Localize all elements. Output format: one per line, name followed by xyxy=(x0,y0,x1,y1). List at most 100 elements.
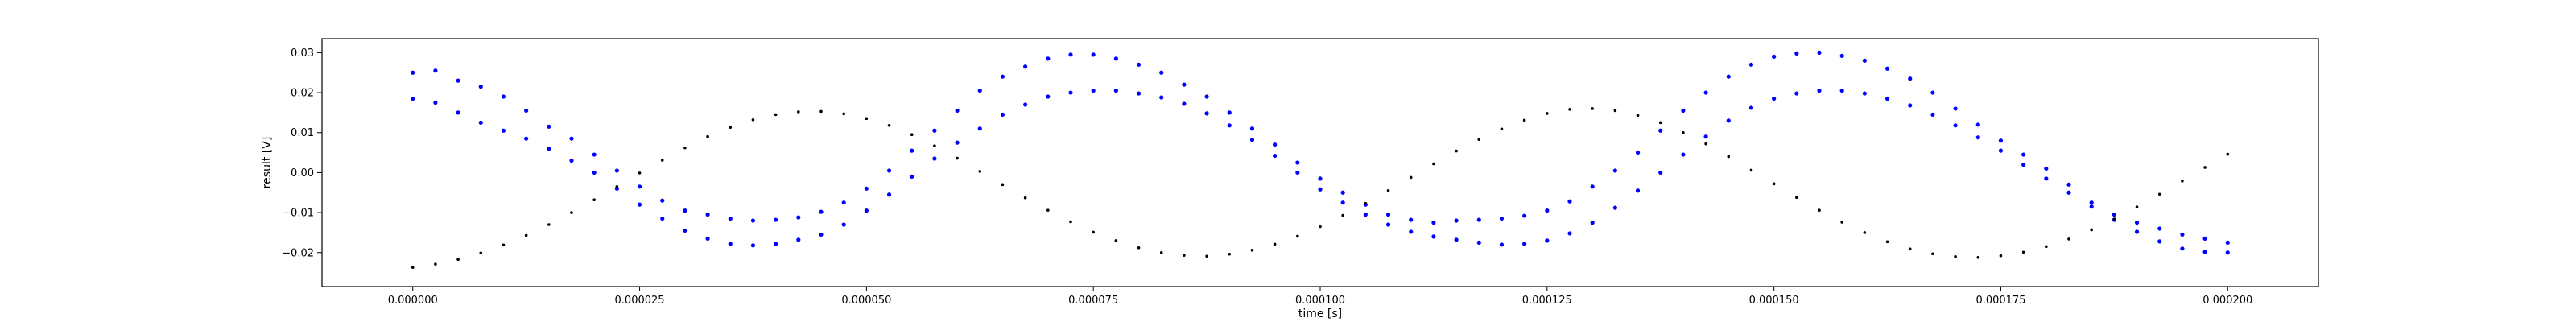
data-point xyxy=(1068,52,1073,57)
x-tick-label: 0.000175 xyxy=(1975,295,2025,307)
data-point xyxy=(1658,121,1662,125)
data-point xyxy=(1114,239,1118,242)
data-point xyxy=(705,236,710,241)
data-point xyxy=(2021,152,2026,157)
data-point xyxy=(570,211,573,214)
data-point xyxy=(2134,220,2140,225)
data-point xyxy=(887,124,891,127)
data-point xyxy=(1795,196,1798,200)
data-point xyxy=(1363,212,1368,217)
data-point xyxy=(569,158,574,163)
data-point xyxy=(1726,74,1731,79)
data-point xyxy=(1681,108,1686,114)
data-point xyxy=(2225,240,2230,245)
data-point xyxy=(2112,212,2116,217)
data-point xyxy=(2180,232,2185,237)
data-point xyxy=(1567,231,1572,236)
data-point xyxy=(1091,88,1096,93)
data-point xyxy=(819,109,823,114)
data-point xyxy=(660,198,665,203)
data-point xyxy=(1000,74,1005,79)
series-1 xyxy=(411,88,2230,255)
data-point xyxy=(1998,138,2004,143)
data-point xyxy=(1635,150,1641,155)
data-point xyxy=(1182,82,1187,87)
data-point xyxy=(864,208,869,213)
data-point xyxy=(1476,217,1481,222)
data-point xyxy=(478,120,483,125)
data-point xyxy=(796,215,801,220)
data-point xyxy=(501,128,506,133)
data-point xyxy=(524,136,529,141)
data-point xyxy=(1069,220,1072,224)
data-point xyxy=(1455,149,1458,153)
data-point xyxy=(1612,168,1617,173)
data-point xyxy=(501,94,506,99)
data-point xyxy=(1477,138,1481,141)
data-point xyxy=(1023,196,1027,200)
data-point xyxy=(1068,90,1073,95)
data-point xyxy=(977,88,982,93)
y-tick-label: 0.00 xyxy=(291,167,314,180)
data-point xyxy=(1432,162,1435,166)
data-point xyxy=(1318,187,1323,192)
data-point xyxy=(819,232,824,237)
data-point xyxy=(886,192,892,197)
data-point xyxy=(1612,205,1617,210)
data-point xyxy=(1908,247,1912,251)
data-point xyxy=(1772,96,1777,101)
plot-area xyxy=(321,38,2319,287)
y-tick-label: 0.01 xyxy=(291,127,314,139)
data-point xyxy=(1840,221,1843,224)
data-point xyxy=(728,216,733,221)
data-point xyxy=(1975,122,1980,127)
data-point xyxy=(2067,237,2070,241)
data-point xyxy=(1839,88,1844,93)
data-point xyxy=(1681,152,1686,157)
y-tick-label: −0.02 xyxy=(282,247,314,259)
data-point xyxy=(933,144,936,147)
data-point xyxy=(2089,200,2094,205)
data-point xyxy=(1930,90,1935,95)
data-point xyxy=(1772,54,1777,59)
data-point xyxy=(1748,105,1754,110)
data-point xyxy=(842,112,845,116)
data-point xyxy=(956,156,959,160)
y-tick-label: −0.01 xyxy=(282,208,314,220)
data-point xyxy=(1658,170,1663,175)
data-point xyxy=(1205,254,1208,258)
data-point xyxy=(547,147,551,151)
data-point xyxy=(1522,118,1526,122)
data-point xyxy=(1318,176,1323,181)
data-point xyxy=(1454,237,1459,242)
x-tick-label: 0.000025 xyxy=(615,295,665,307)
data-point xyxy=(1953,123,1958,128)
data-point xyxy=(1794,51,1799,56)
data-point xyxy=(1658,128,1663,133)
data-point xyxy=(978,170,982,173)
data-point xyxy=(1908,103,1913,108)
data-point xyxy=(750,218,756,223)
data-point xyxy=(1817,50,1822,55)
data-point xyxy=(1137,246,1141,250)
data-point xyxy=(1273,242,1277,246)
data-point xyxy=(841,200,846,205)
data-point xyxy=(547,124,551,129)
data-point xyxy=(1975,135,1980,140)
data-point xyxy=(1183,254,1186,258)
series-layer xyxy=(411,50,2230,269)
data-point xyxy=(728,242,733,246)
data-point xyxy=(706,134,709,138)
data-point xyxy=(683,208,687,213)
y-axis-label: result [V] xyxy=(261,137,274,189)
data-point xyxy=(683,228,687,233)
data-point xyxy=(2157,226,2162,231)
data-point xyxy=(910,133,914,137)
data-point xyxy=(1885,96,1890,101)
data-point xyxy=(1249,138,1255,142)
data-point xyxy=(2202,236,2207,241)
data-point xyxy=(1409,175,1413,180)
data-point xyxy=(774,242,778,246)
data-point xyxy=(865,117,869,121)
data-point xyxy=(1295,160,1300,165)
